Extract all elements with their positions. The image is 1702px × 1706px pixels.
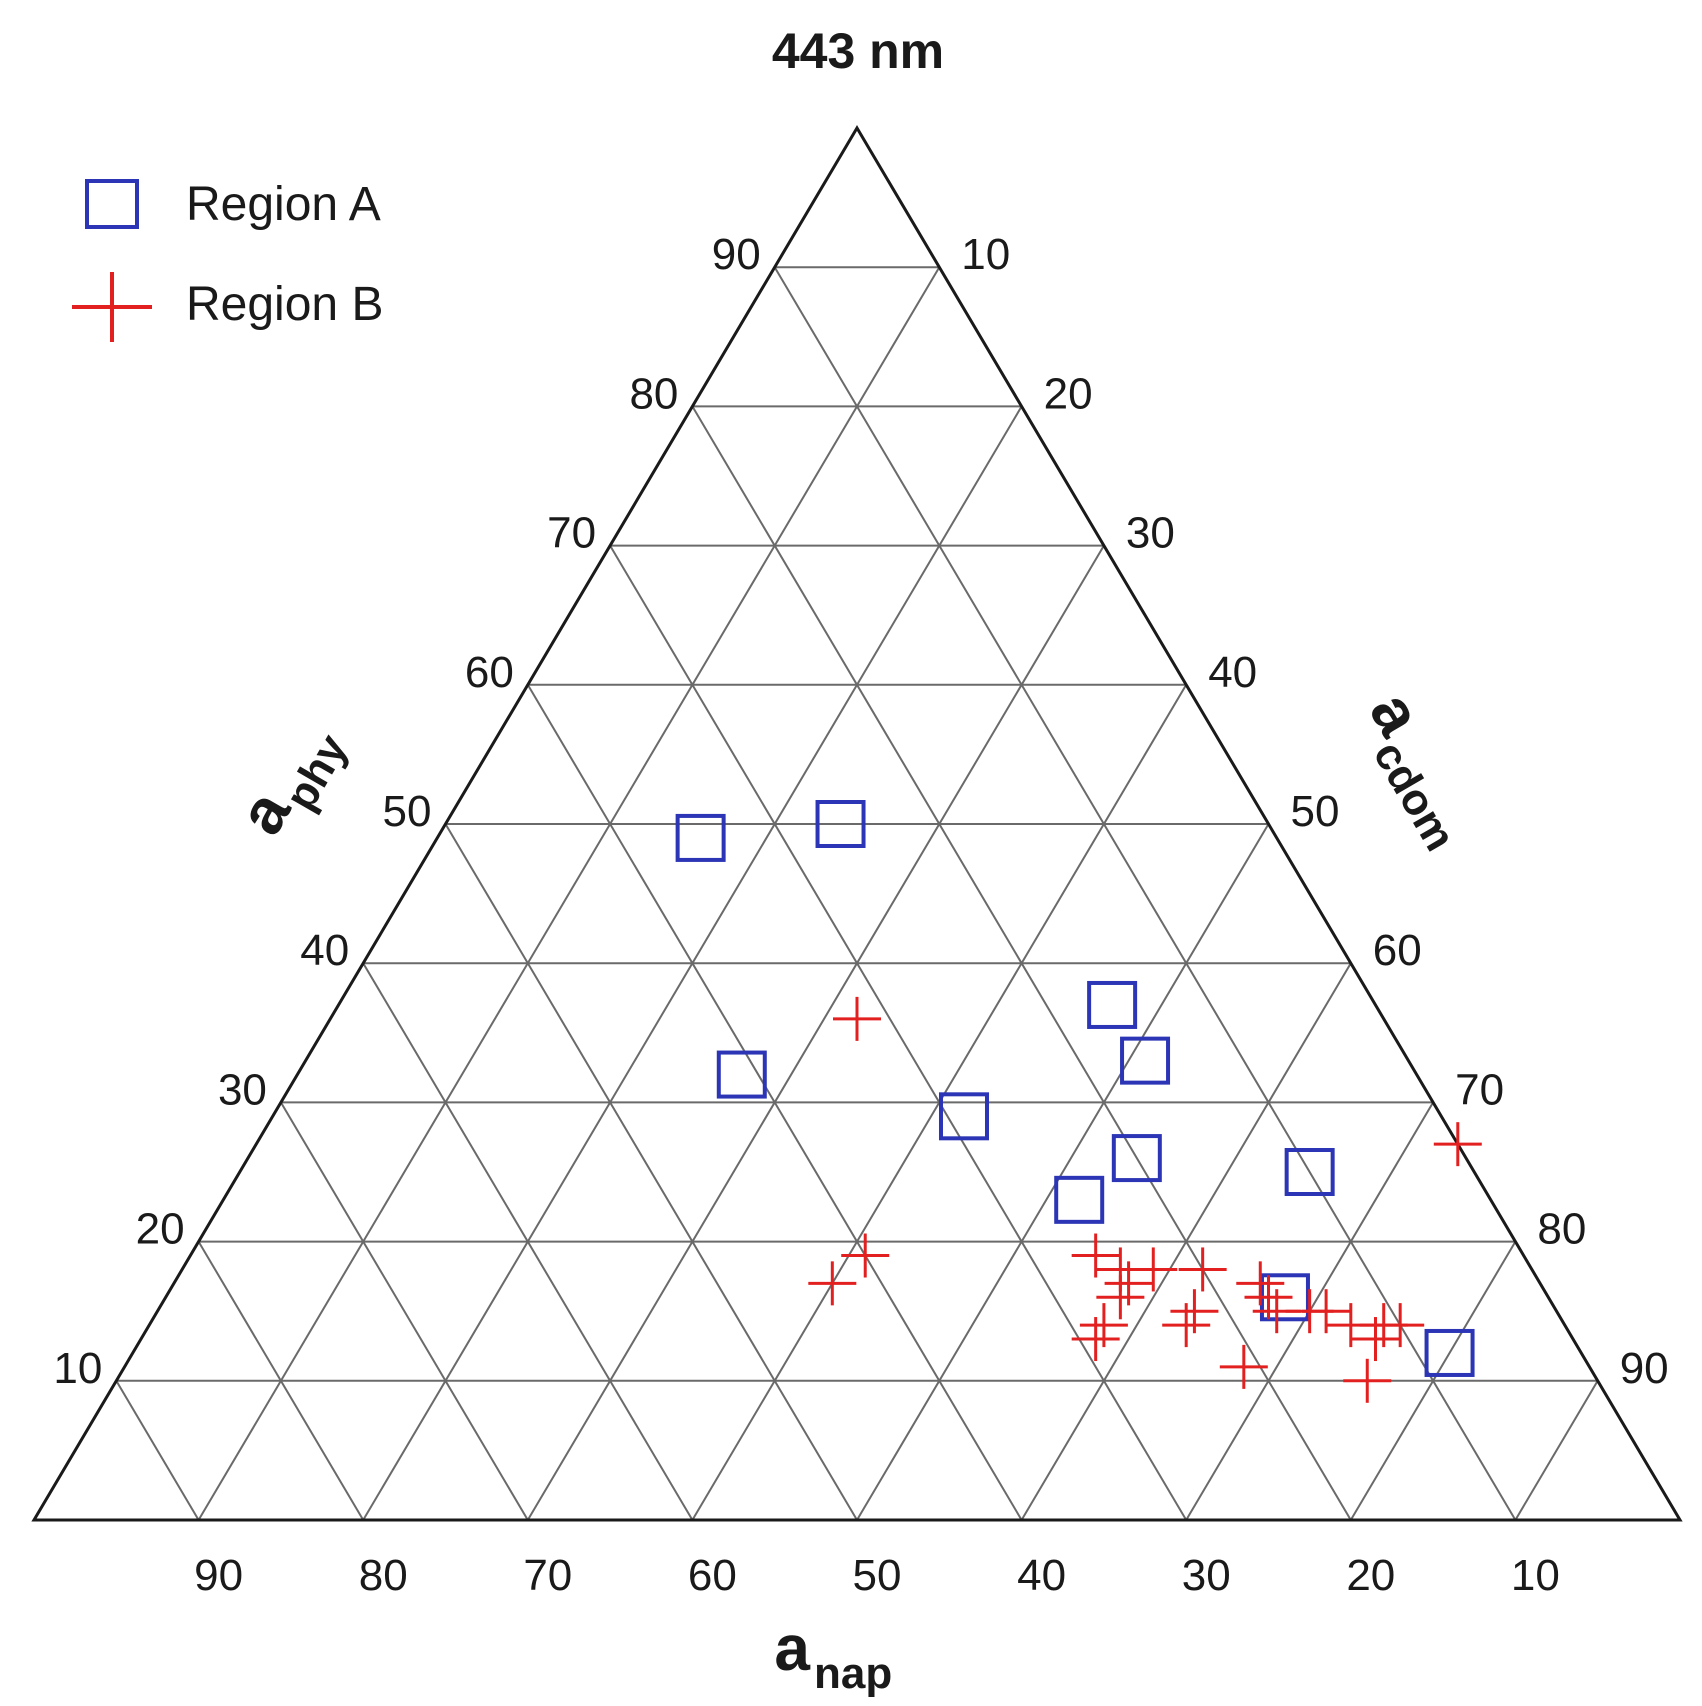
tick-label-cdom: 20	[1044, 369, 1093, 418]
point-region-b	[841, 1233, 890, 1278]
grid-line-nap	[773, 266, 1517, 1521]
legend-plus-marker	[72, 272, 152, 342]
grid-line-nap	[115, 1380, 200, 1521]
grid-line-cdom	[1349, 1241, 1517, 1521]
tick-label-cdom: 10	[961, 230, 1010, 279]
legend: Region A Region B	[72, 178, 383, 342]
tick-label-nap: 80	[359, 1551, 408, 1600]
grid-lines	[115, 266, 1599, 1521]
point-region-b	[808, 1261, 857, 1306]
tick-label-phy: 30	[218, 1065, 267, 1114]
point-region-a	[1111, 1134, 1162, 1183]
axis-label-cdom-main: a	[1356, 680, 1436, 747]
point-region-a	[1120, 1036, 1171, 1085]
tick-label-nap: 50	[853, 1551, 902, 1600]
axis-label-nap-sub: nap	[814, 1649, 892, 1698]
tick-label-nap: 10	[1511, 1551, 1560, 1600]
axis-label-phy: a phy	[224, 726, 358, 846]
tick-label-nap: 70	[523, 1551, 572, 1600]
point-region-a	[815, 800, 866, 848]
point-region-a	[1054, 1175, 1105, 1224]
point-region-b	[1343, 1358, 1392, 1403]
point-region-b	[1433, 1122, 1482, 1167]
tick-label-cdom: 30	[1126, 509, 1175, 558]
tick-label-cdom: 50	[1291, 787, 1340, 836]
tick-label-cdom: 80	[1537, 1205, 1586, 1254]
data-points	[675, 800, 1482, 1403]
tick-label-phy: 40	[300, 926, 349, 975]
axis-label-nap-main: a	[774, 1612, 810, 1684]
grid-line-cdom	[856, 823, 1270, 1521]
tick-label-phy: 80	[629, 369, 678, 418]
point-region-b	[1302, 1289, 1351, 1334]
point-region-b	[833, 996, 881, 1041]
point-region-b	[1376, 1303, 1425, 1348]
tick-label-phy: 90	[712, 230, 761, 279]
tick-label-nap: 90	[194, 1551, 243, 1600]
grid-line-cdom	[526, 545, 1105, 1521]
axis-label-nap: a nap	[774, 1612, 892, 1698]
axis-label-phy-sub: phy	[276, 726, 358, 819]
axis-label-cdom-sub: cdom	[1364, 733, 1465, 859]
grid-line-cdom	[1020, 962, 1352, 1521]
point-region-a	[675, 813, 726, 862]
tick-label-phy: 20	[136, 1205, 185, 1254]
legend-square-marker	[85, 179, 139, 229]
point-region-b	[1071, 1317, 1120, 1362]
tick-label-phy: 60	[465, 648, 514, 697]
point-region-a	[938, 1092, 989, 1141]
point-region-b	[1071, 1233, 1120, 1278]
point-region-a	[1087, 980, 1138, 1029]
point-region-b	[1219, 1344, 1268, 1389]
triangle-frame	[31, 125, 1683, 1522]
grid-line-nap	[280, 1101, 529, 1521]
chart-title: 443 nm	[772, 23, 944, 79]
grid-line-nap	[197, 1241, 365, 1521]
grid-line-nap	[444, 823, 858, 1521]
tick-label-nap: 40	[1017, 1551, 1066, 1600]
tick-label-phy: 50	[383, 787, 432, 836]
point-region-b	[1162, 1303, 1211, 1348]
tick-label-cdom: 40	[1208, 648, 1257, 697]
tick-label-nap: 30	[1182, 1551, 1231, 1600]
point-region-b	[1178, 1247, 1227, 1292]
point-region-a	[1424, 1328, 1475, 1377]
axis-label-cdom: a cdom	[1356, 680, 1465, 859]
legend-label-region-b: Region B	[186, 278, 383, 331]
grid-line-cdom	[197, 266, 941, 1521]
tick-label-nap: 60	[688, 1551, 737, 1600]
tick-label-cdom: 90	[1620, 1344, 1669, 1393]
tick-label-phy: 10	[53, 1344, 102, 1393]
point-region-a	[716, 1050, 767, 1099]
tick-label-nap: 20	[1346, 1551, 1395, 1600]
grid-line-cdom	[1514, 1380, 1599, 1521]
tick-label-cdom: 70	[1455, 1065, 1504, 1114]
grid-line-nap	[609, 545, 1188, 1521]
point-region-b	[1096, 1275, 1145, 1320]
tick-label-phy: 70	[547, 509, 596, 558]
legend-label-region-a: Region A	[186, 178, 381, 231]
point-region-a	[1284, 1148, 1335, 1196]
point-region-b	[1129, 1247, 1178, 1292]
grid-line-nap	[362, 962, 694, 1521]
tick-labels: 10 20 30 40 50 60 70 80 90 10 20 30 40 50 60 70 80 90 90 80…	[53, 230, 1668, 1600]
tick-label-cdom: 60	[1373, 926, 1422, 975]
